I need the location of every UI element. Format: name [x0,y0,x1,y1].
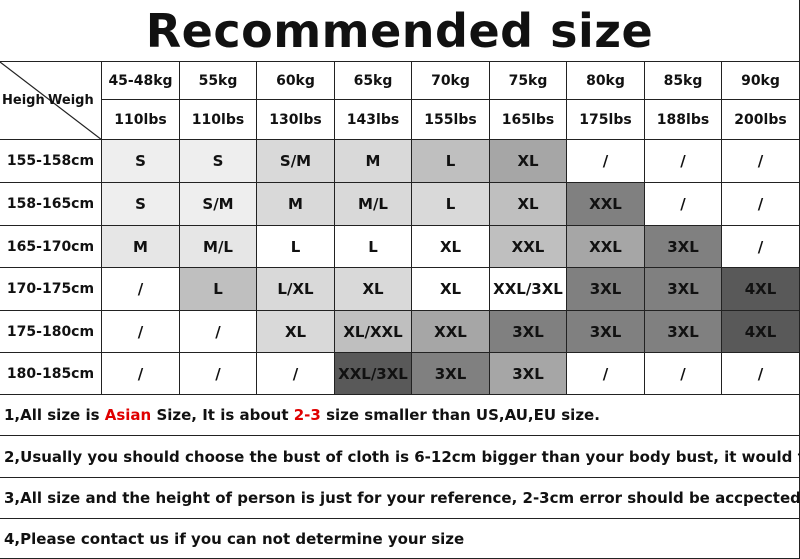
size-cell: / [102,353,180,395]
size-cell: L [412,183,490,226]
size-cell: L [180,268,257,311]
size-cell: S [180,140,257,183]
size-cell: XL [412,226,490,268]
weight-kg: 85kg [645,62,722,100]
size-cell: / [567,353,645,395]
weight-kg: 65kg [335,62,412,100]
weight-lbs: 200lbs [722,100,800,140]
note-text: 3,All size and the height of person is j… [4,489,800,507]
note-text: 4,Please contact us if you can not deter… [4,529,465,548]
note: 4,Please contact us if you can not deter… [0,519,800,559]
size-cell: XL [257,311,335,353]
size-cell: M [102,226,180,268]
weight-lbs: 130lbs [257,100,335,140]
diagonal [0,62,102,140]
size-cell: / [645,353,722,395]
note-text: 2,Usually you should choose the bust of … [4,447,800,466]
weight-kg: 60kg [257,62,335,100]
note-text: size smaller than US,AU,EU size. [320,406,600,424]
size-cell: 3XL [567,311,645,353]
note-text: 2-3 [293,406,321,424]
size-cell: XXL/3XL [335,353,412,395]
size-cell: XXL [490,226,567,268]
size-cell: / [102,268,180,311]
size-cell: / [722,353,800,395]
size-cell: XXL [567,226,645,268]
note-text: Size, It is about [151,406,294,424]
size-cell: S [102,183,180,226]
size-cell: M/L [180,226,257,268]
size-cell: 3XL [645,268,722,311]
size-cell: XL [335,268,412,311]
weight-kg: 90kg [722,62,800,100]
size-cell: M [257,183,335,226]
size-cell: 3XL [567,268,645,311]
size-cell: 3XL [490,311,567,353]
weight-kg: 55kg [180,62,257,100]
note-text: 1,All size is [4,406,105,424]
weight-lbs: 165lbs [490,100,567,140]
height-label: 155-158cm [0,140,102,183]
corner-cell: Heigh Weigh [0,62,102,140]
size-cell: XXL [567,183,645,226]
size-cell: S [102,140,180,183]
note-text: Asian [104,406,152,424]
size-cell: 4XL [722,268,800,311]
size-cell: / [645,140,722,183]
note: 1,All size is Asian Size, It is about 2-… [0,395,800,436]
weight-lbs: 175lbs [567,100,645,140]
size-cell: / [102,311,180,353]
size-cell: / [645,183,722,226]
corner-weight: Weigh [48,93,94,108]
height-label: 165-170cm [0,226,102,268]
size-cell: XXL/3XL [490,268,567,311]
weight-kg: 45-48kg [102,62,180,100]
size-cell: XL [490,140,567,183]
size-cell: 3XL [645,226,722,268]
size-cell: L [412,140,490,183]
size-cell: / [722,183,800,226]
weight-lbs: 155lbs [412,100,490,140]
height-label: 175-180cm [0,311,102,353]
size-cell: L [257,226,335,268]
size-cell: M [335,140,412,183]
weight-lbs: 143lbs [335,100,412,140]
size-cell: 3XL [412,353,490,395]
weight-lbs: 110lbs [180,100,257,140]
size-cell: / [722,226,800,268]
size-cell: XL [490,183,567,226]
height-label: 158-165cm [0,183,102,226]
size-cell: L/XL [257,268,335,311]
size-cell: / [257,353,335,395]
size-cell: M/L [335,183,412,226]
size-cell: L [335,226,412,268]
size-cell: 4XL [722,311,800,353]
size-cell: / [722,140,800,183]
size-cell: S/M [257,140,335,183]
size-cell: / [180,311,257,353]
size-cell: XL [412,268,490,311]
note: 2,Usually you should choose the bust of … [0,436,800,478]
height-label: 180-185cm [0,353,102,395]
weight-kg: 80kg [567,62,645,100]
weight-lbs: 188lbs [645,100,722,140]
weight-lbs: 110lbs [102,100,180,140]
weight-kg: 75kg [490,62,567,100]
size-cell: S/M [180,183,257,226]
size-cell: XXL [412,311,490,353]
size-cell: / [180,353,257,395]
title: Recommended size [0,0,800,62]
size-cell: 3XL [490,353,567,395]
size-cell: XL/XXL [335,311,412,353]
size-cell: 3XL [645,311,722,353]
corner-height: Heigh [2,93,45,108]
size-cell: / [567,140,645,183]
weight-kg: 70kg [412,62,490,100]
height-label: 170-175cm [0,268,102,311]
note: 3,All size and the height of person is j… [0,478,800,519]
